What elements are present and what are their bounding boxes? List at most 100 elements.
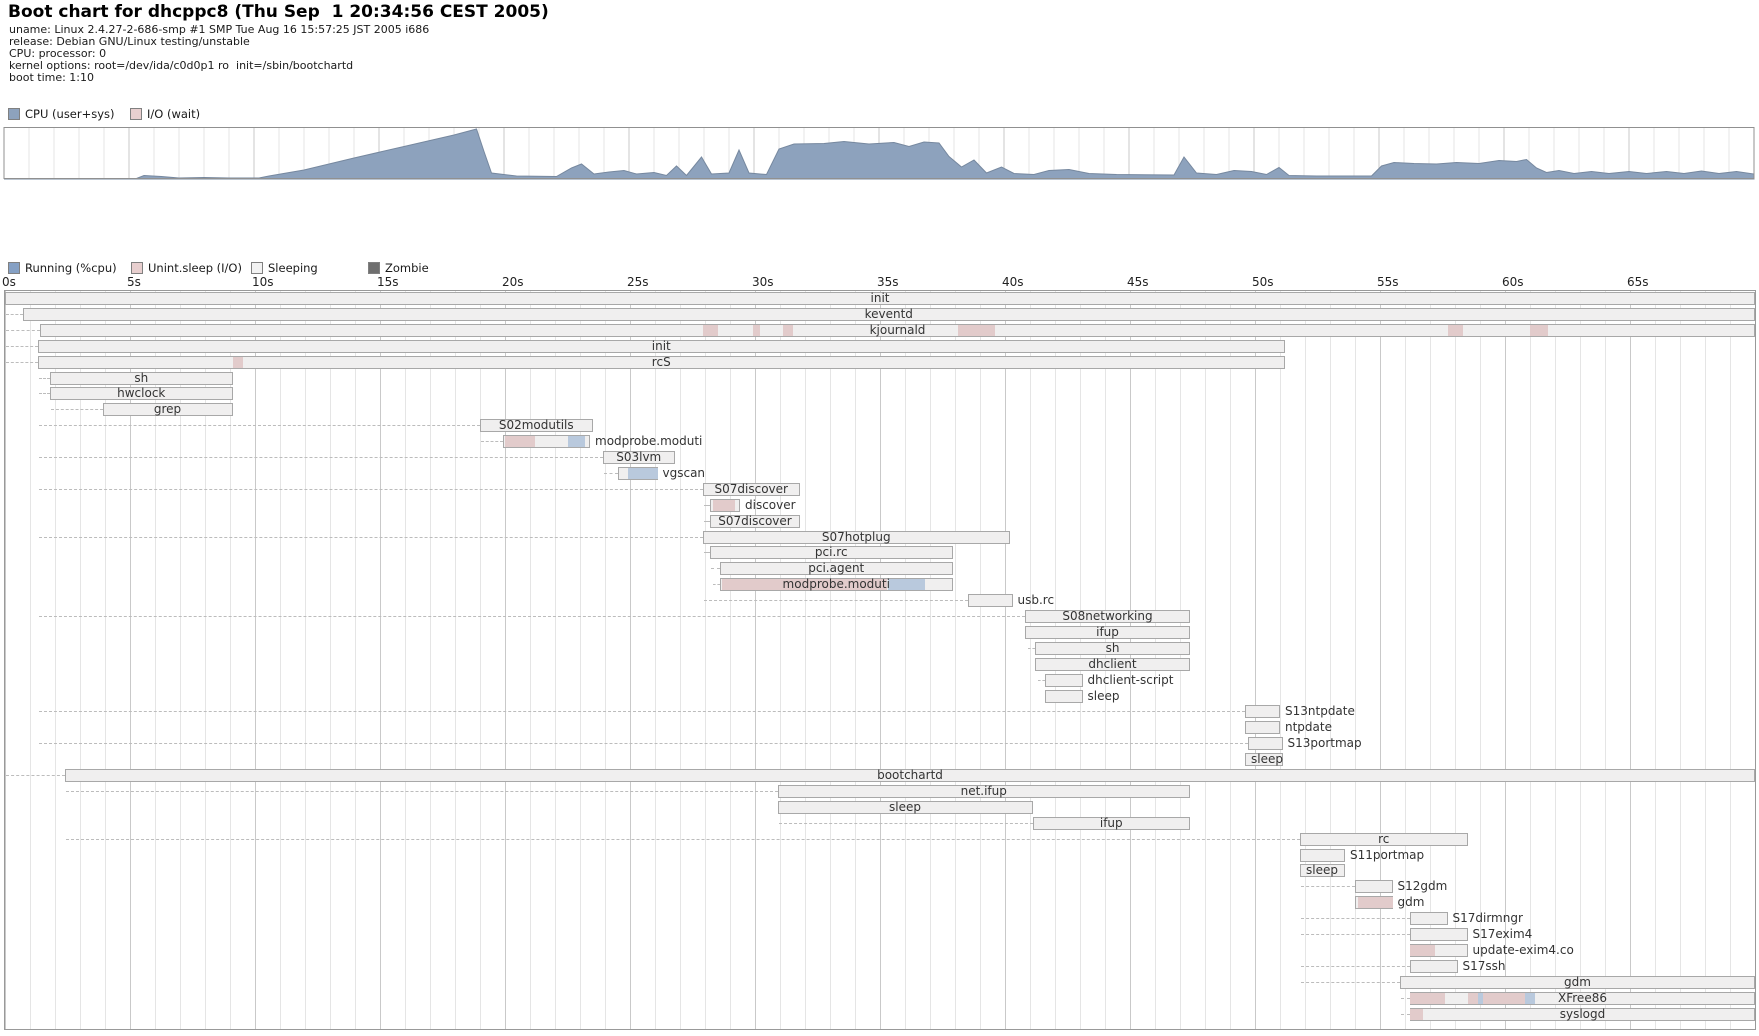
io-wait-segment [712,500,735,511]
tree-connector-line [6,314,23,315]
process-label: rc [1378,832,1390,846]
time-axis-tick-label: 25s [627,275,649,289]
process-bar [1035,658,1190,671]
tree-connector-line [778,823,1033,824]
io-wait-segment [232,357,243,368]
tree-connector-line [712,584,720,585]
kernel-options-line: kernel options: root=/dev/ida/c0d0p1 ro … [9,59,354,72]
process-bar [1245,705,1280,718]
process-label: vgscan [662,466,706,480]
process-label: S07discover [718,514,792,528]
process-label: sleep [889,800,921,814]
process-bar [967,594,1013,607]
process-bar [1300,849,1345,862]
time-axis-tick-label: 20s [502,275,524,289]
time-axis-tick-label: 5s [127,275,141,289]
process-label: S07hotplug [821,530,891,544]
io-wait-segment [1410,1009,1423,1020]
legend-unint-sleep-label: Unint.sleep (I/O) [148,261,242,275]
process-bar [40,324,1755,337]
tree-connector-line [51,409,103,410]
io-wait-segment [1447,325,1463,336]
process-bar [1410,912,1448,925]
process-bar [710,499,740,512]
process-tree-chart: init keventd kjournald init rcS sh hwclock grep… [4,290,1756,1030]
tree-connector-line [38,378,50,379]
process-label: sleep [1087,689,1120,703]
process-label: init [651,339,671,353]
process-bar [1300,864,1345,877]
process-label: S17exim4 [1472,927,1533,941]
tree-connector-line [38,425,480,426]
process-bar [1032,817,1190,830]
process-label: sleep [1251,752,1283,766]
time-axis-tick-label: 55s [1377,275,1399,289]
legend-zombie-label: Zombie [385,261,429,275]
process-bar [1410,992,1755,1005]
process-label: S17ssh [1462,959,1506,973]
process-bar [702,531,1010,544]
process-label: gdm [1564,975,1591,989]
process-bar [1247,737,1283,750]
process-bar [702,483,800,496]
tree-connector-line [38,711,1245,712]
process-label: S07discover [714,482,788,496]
process-label: hwclock [117,386,166,400]
process-label: ifup [1096,625,1119,639]
legend-running-label: Running (%cpu) [25,261,117,275]
process-label: keventd [864,307,913,321]
tree-connector-line [1401,1014,1410,1015]
tree-connector-line [6,330,40,331]
process-bar [65,769,1755,782]
tree-connector-line [1301,886,1355,887]
tree-connector-line [6,346,38,347]
process-label: modprobe.moduti [595,434,703,448]
process-bar [1025,626,1190,639]
io-wait-segment [1467,993,1478,1004]
time-axis-tick-label: 65s [1627,275,1649,289]
process-label: S03lvm [616,450,662,464]
process-label: dhclient [1088,657,1137,671]
time-axis-tick-label: 60s [1502,275,1524,289]
time-axis-tick-label: 15s [377,275,399,289]
process-bar [1045,674,1083,687]
tree-connector-line [1401,998,1410,999]
tree-connector-line [38,489,703,490]
process-bar [1355,880,1393,893]
legend-io-wait-label: I/O (wait) [147,107,201,121]
tree-connector-line [703,552,710,553]
process-label: net.ifup [960,784,1007,798]
legend-running: Running (%cpu) [8,261,117,275]
tree-connector-line [38,743,1248,744]
tree-connector-line [481,441,503,442]
process-bar [710,546,953,559]
process-bar [1400,976,1755,989]
tree-connector-line [6,362,38,363]
process-label: S13portmap [1287,736,1362,750]
process-label: S02modutils [498,418,574,432]
tree-connector-line [703,600,968,601]
process-bar [1410,1008,1755,1021]
process-bar [777,801,1033,814]
process-label: S12gdm [1397,879,1448,893]
cpu-line: CPU: processor: 0 [9,47,107,60]
process-label: dhclient-script [1087,673,1174,687]
process-label: rcS [651,355,671,369]
tree-connector-line [1037,680,1045,681]
legend-unint-sleep: Unint.sleep (I/O) [131,261,242,275]
io-wait-segment [722,579,888,590]
io-wait-segment [1410,993,1445,1004]
process-label: grep [153,402,182,416]
time-axis-tick-label: 30s [752,275,774,289]
process-bar [1025,610,1190,623]
process-label: ifup [1099,816,1123,830]
tree-connector-line [1027,648,1035,649]
running-segment [1525,993,1535,1004]
tree-connector-line [1301,966,1410,967]
legend-sleeping: Sleeping [251,261,318,275]
cpu-usage-area [3,127,1755,180]
running-segment [627,468,658,479]
process-bar [22,308,1755,321]
process-bar [1300,833,1468,846]
tree-connector-line [603,473,618,474]
